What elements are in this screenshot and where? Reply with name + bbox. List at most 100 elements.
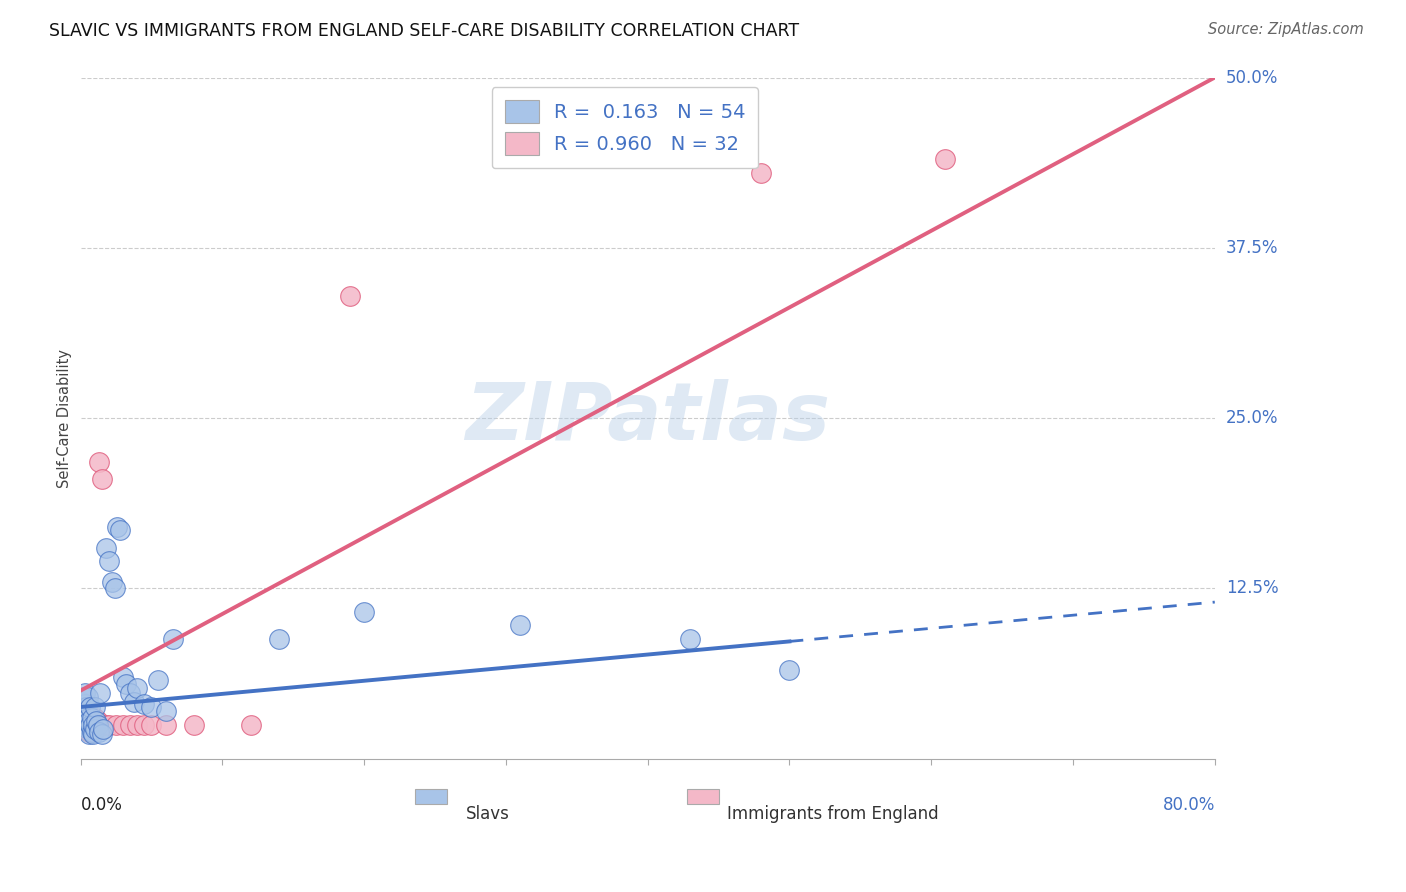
Point (76, 711, 98, 725)
Y-axis label: Self-Care Disability: Self-Care Disability (58, 349, 72, 488)
Point (80, 724, 103, 739)
Point (73, 711, 96, 725)
Point (82, 727, 104, 741)
Point (91, 722, 114, 736)
Point (86, 717, 108, 731)
Point (339, 288, 361, 302)
Point (80, 717, 103, 731)
Point (83, 711, 105, 725)
Point (73, 686, 96, 700)
Point (239, 717, 262, 731)
Point (77, 727, 100, 741)
Point (267, 632, 290, 646)
Point (76, 722, 98, 736)
Point (87, 724, 110, 739)
Point (79, 711, 101, 725)
Text: 37.5%: 37.5% (1226, 239, 1278, 257)
Point (89, 686, 111, 700)
Point (100, 574, 122, 589)
Point (162, 632, 184, 646)
Point (72, 690, 94, 705)
Point (73, 706, 96, 721)
Point (934, 153, 956, 167)
Point (70, 704, 93, 718)
Point (72, 711, 94, 725)
Point (82, 722, 104, 736)
Point (679, 632, 702, 646)
Point (73, 714, 96, 728)
Point (112, 717, 135, 731)
Point (778, 663, 800, 677)
Point (80, 711, 103, 725)
Point (120, 686, 142, 700)
Point (76, 690, 98, 705)
Point (79, 700, 101, 714)
Point (103, 582, 125, 596)
Point (75, 700, 97, 714)
Point (82, 717, 104, 731)
Point (77, 714, 100, 728)
Point (76, 704, 98, 718)
Point (83, 700, 105, 714)
Point (127, 681, 149, 695)
Text: Slavs: Slavs (467, 805, 510, 823)
Point (134, 717, 156, 731)
Point (353, 605, 375, 619)
Point (75, 717, 97, 731)
Text: 80.0%: 80.0% (1163, 797, 1215, 814)
Point (76, 714, 98, 728)
Point (108, 523, 131, 537)
Point (148, 673, 170, 687)
Point (90, 727, 112, 741)
Point (94, 541, 117, 555)
Point (124, 694, 146, 708)
Point (70, 708, 93, 723)
Point (120, 717, 142, 731)
Point (70, 698, 93, 712)
Point (97, 554, 120, 568)
Point (141, 700, 163, 714)
Point (104, 717, 127, 731)
Point (155, 704, 177, 718)
FancyBboxPatch shape (415, 789, 447, 804)
Point (70, 717, 93, 731)
Point (73, 722, 96, 736)
Text: 50.0%: 50.0% (1226, 69, 1278, 87)
Point (83, 722, 105, 736)
Point (70, 694, 93, 708)
Point (72, 708, 94, 723)
Point (127, 717, 149, 731)
Point (749, 166, 772, 180)
Point (84, 714, 107, 728)
Text: ZIPatlas: ZIPatlas (465, 379, 830, 457)
Point (115, 677, 138, 691)
Text: 12.5%: 12.5% (1226, 580, 1278, 598)
Point (105, 520, 128, 534)
Point (134, 698, 156, 712)
Point (86, 714, 108, 728)
FancyBboxPatch shape (688, 789, 718, 804)
Point (77, 724, 100, 739)
Point (72, 704, 94, 718)
Point (155, 717, 177, 731)
Point (72, 714, 94, 728)
Point (73, 698, 96, 712)
Point (75, 717, 97, 731)
Point (79, 717, 101, 731)
Text: Source: ZipAtlas.com: Source: ZipAtlas.com (1208, 22, 1364, 37)
Point (183, 717, 205, 731)
Point (94, 717, 117, 731)
Point (72, 700, 94, 714)
Point (90, 473, 112, 487)
Text: 0.0%: 0.0% (80, 797, 122, 814)
Point (87, 455, 110, 469)
Text: SLAVIC VS IMMIGRANTS FROM ENGLAND SELF-CARE DISABILITY CORRELATION CHART: SLAVIC VS IMMIGRANTS FROM ENGLAND SELF-C… (49, 22, 800, 40)
Text: 25.0%: 25.0% (1226, 409, 1278, 427)
Point (112, 670, 135, 684)
Point (75, 708, 97, 723)
Point (84, 722, 107, 736)
Text: Immigrants from England: Immigrants from England (727, 805, 939, 823)
Point (141, 717, 163, 731)
Point (97, 717, 120, 731)
Legend: R =  0.163   N = 54, R = 0.960   N = 32: R = 0.163 N = 54, R = 0.960 N = 32 (492, 87, 758, 169)
